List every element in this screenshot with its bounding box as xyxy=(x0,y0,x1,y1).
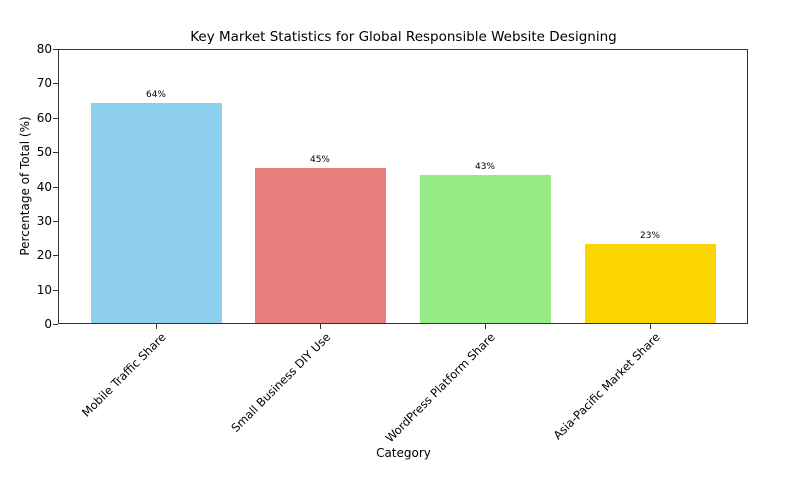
bar xyxy=(90,103,222,323)
y-tick-mark xyxy=(53,255,58,257)
y-tick-label: 0 xyxy=(44,317,52,331)
y-tick-mark xyxy=(53,49,58,50)
y-tick-mark xyxy=(53,220,58,222)
y-tick-mark xyxy=(53,186,58,188)
chart-title: Key Market Statistics for Global Respons… xyxy=(190,29,617,45)
bar xyxy=(254,168,386,323)
x-tick-mark xyxy=(156,324,157,329)
x-tick-mark xyxy=(650,324,651,329)
bar xyxy=(584,243,716,323)
y-tick-label: 40 xyxy=(36,179,52,194)
x-tick-label: Asia-Pacific Market Share xyxy=(550,330,663,443)
y-tick-mark xyxy=(53,152,58,154)
y-tick-label: 80 xyxy=(36,42,52,56)
bar-value-label: 43% xyxy=(474,162,495,173)
y-tick-mark xyxy=(53,117,58,119)
y-tick-label: 60 xyxy=(36,110,52,125)
x-tick-label: WordPress Platform Share xyxy=(382,330,498,446)
y-tick-label: 70 xyxy=(36,76,52,91)
bar-value-label: 23% xyxy=(639,230,660,241)
x-tick-mark xyxy=(485,324,486,329)
x-tick-label: Small Business DIY Use xyxy=(228,330,334,435)
y-tick-label: 20 xyxy=(36,248,52,263)
bar xyxy=(419,175,551,323)
plot-area: 64% 45% 43% 23% xyxy=(58,49,748,324)
y-tick-mark xyxy=(53,83,58,85)
y-tick-label: 10 xyxy=(36,282,52,297)
y-tick-mark xyxy=(53,289,58,291)
y-tick-label: 50 xyxy=(36,145,52,160)
x-axis-label: Category xyxy=(376,446,431,460)
bar-value-label: 64% xyxy=(145,90,166,100)
y-tick-mark xyxy=(53,324,58,325)
x-tick-label: Mobile Traffic Share xyxy=(79,330,169,420)
x-tick-mark xyxy=(320,324,321,329)
bar-value-label: 45% xyxy=(309,155,330,166)
y-tick-label: 30 xyxy=(36,213,52,228)
